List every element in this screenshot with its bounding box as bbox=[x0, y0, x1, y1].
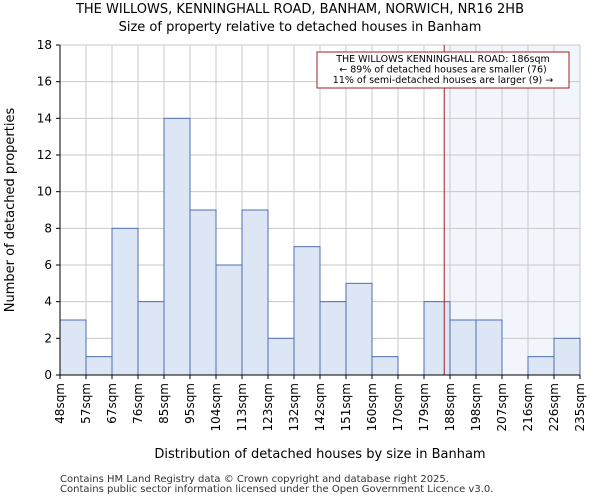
chart-title: THE WILLOWS, KENNINGHALL ROAD, BANHAM, N… bbox=[75, 2, 525, 17]
bar bbox=[553, 337, 581, 376]
footer-license-line: Contains public sector information licen… bbox=[60, 484, 494, 495]
x-tick-label: 57sqm bbox=[79, 383, 93, 424]
annotation-line: 11% of semi-detached houses are larger (… bbox=[333, 75, 553, 86]
bar bbox=[85, 356, 113, 376]
bar bbox=[59, 319, 87, 376]
x-tick-label: 235sqm bbox=[573, 383, 587, 431]
y-tick-label: 8 bbox=[44, 221, 52, 235]
bar bbox=[371, 356, 399, 376]
footer-attribution-line: Contains HM Land Registry data © Crown c… bbox=[60, 474, 449, 485]
bar bbox=[319, 301, 347, 376]
y-tick-label: 18 bbox=[37, 38, 52, 52]
bars bbox=[59, 117, 581, 376]
annotation-frame bbox=[316, 51, 570, 89]
bar bbox=[423, 301, 451, 376]
x-tick-label: 179sqm bbox=[417, 383, 431, 431]
y-axis-label: Number of detached properties bbox=[3, 108, 18, 313]
axes bbox=[56, 44, 581, 379]
x-tick-label: 85sqm bbox=[157, 383, 171, 424]
bar bbox=[215, 264, 243, 376]
annotation-box: THE WILLOWS KENNINGHALL ROAD: 186sqm ← 8… bbox=[316, 51, 570, 89]
y-tick-label: 10 bbox=[37, 185, 52, 199]
bar bbox=[527, 356, 555, 376]
x-tick-label: 151sqm bbox=[339, 383, 353, 431]
bar bbox=[449, 319, 477, 376]
bar bbox=[189, 209, 217, 376]
x-tick-label: 67sqm bbox=[105, 383, 119, 424]
x-tick-label: 48sqm bbox=[53, 383, 67, 424]
x-tick-label: 198sqm bbox=[469, 383, 483, 431]
bar bbox=[241, 209, 269, 376]
bar bbox=[475, 319, 503, 376]
y-tick-label: 2 bbox=[44, 331, 52, 345]
bar bbox=[137, 301, 165, 376]
y-tick-label: 12 bbox=[37, 148, 52, 162]
y-tick-label: 16 bbox=[37, 75, 52, 89]
bar bbox=[163, 117, 191, 376]
x-tick-label: 216sqm bbox=[521, 383, 535, 431]
x-axis-label: Distribution of detached houses by size … bbox=[154, 447, 485, 462]
x-tick-label: 160sqm bbox=[365, 383, 379, 431]
y-tick-label: 6 bbox=[44, 258, 52, 272]
x-tick-label: 142sqm bbox=[313, 383, 327, 431]
x-tick-label: 188sqm bbox=[443, 383, 457, 431]
y-tick-label: 0 bbox=[44, 368, 52, 382]
x-tick-label: 207sqm bbox=[495, 383, 509, 431]
x-tick-label: 123sqm bbox=[261, 383, 275, 431]
x-tick-label: 95sqm bbox=[183, 383, 197, 424]
x-tick-label: 76sqm bbox=[131, 383, 145, 424]
x-tick-label: 226sqm bbox=[547, 383, 561, 431]
bar bbox=[267, 337, 295, 376]
x-tick-label: 132sqm bbox=[287, 383, 301, 431]
annotation-line: ← 89% of detached houses are smaller (76… bbox=[339, 65, 546, 76]
x-tick-label: 113sqm bbox=[235, 383, 249, 431]
y-tick-label: 14 bbox=[37, 111, 52, 125]
bar bbox=[345, 282, 373, 376]
chart-subtitle: Size of property relative to detached ho… bbox=[118, 20, 482, 35]
bar bbox=[293, 246, 321, 376]
x-tick-label: 104sqm bbox=[209, 383, 223, 431]
annotation-line: THE WILLOWS KENNINGHALL ROAD: 186sqm bbox=[335, 54, 550, 65]
bar bbox=[111, 227, 139, 376]
tick-labels: 0 2 4 6 8 10 12 14 16 18 48sqm 57sqm 67sqm 76sqm 85sqm… bbox=[37, 38, 587, 431]
x-tick-label: 170sqm bbox=[391, 383, 405, 431]
y-tick-label: 4 bbox=[44, 295, 52, 309]
